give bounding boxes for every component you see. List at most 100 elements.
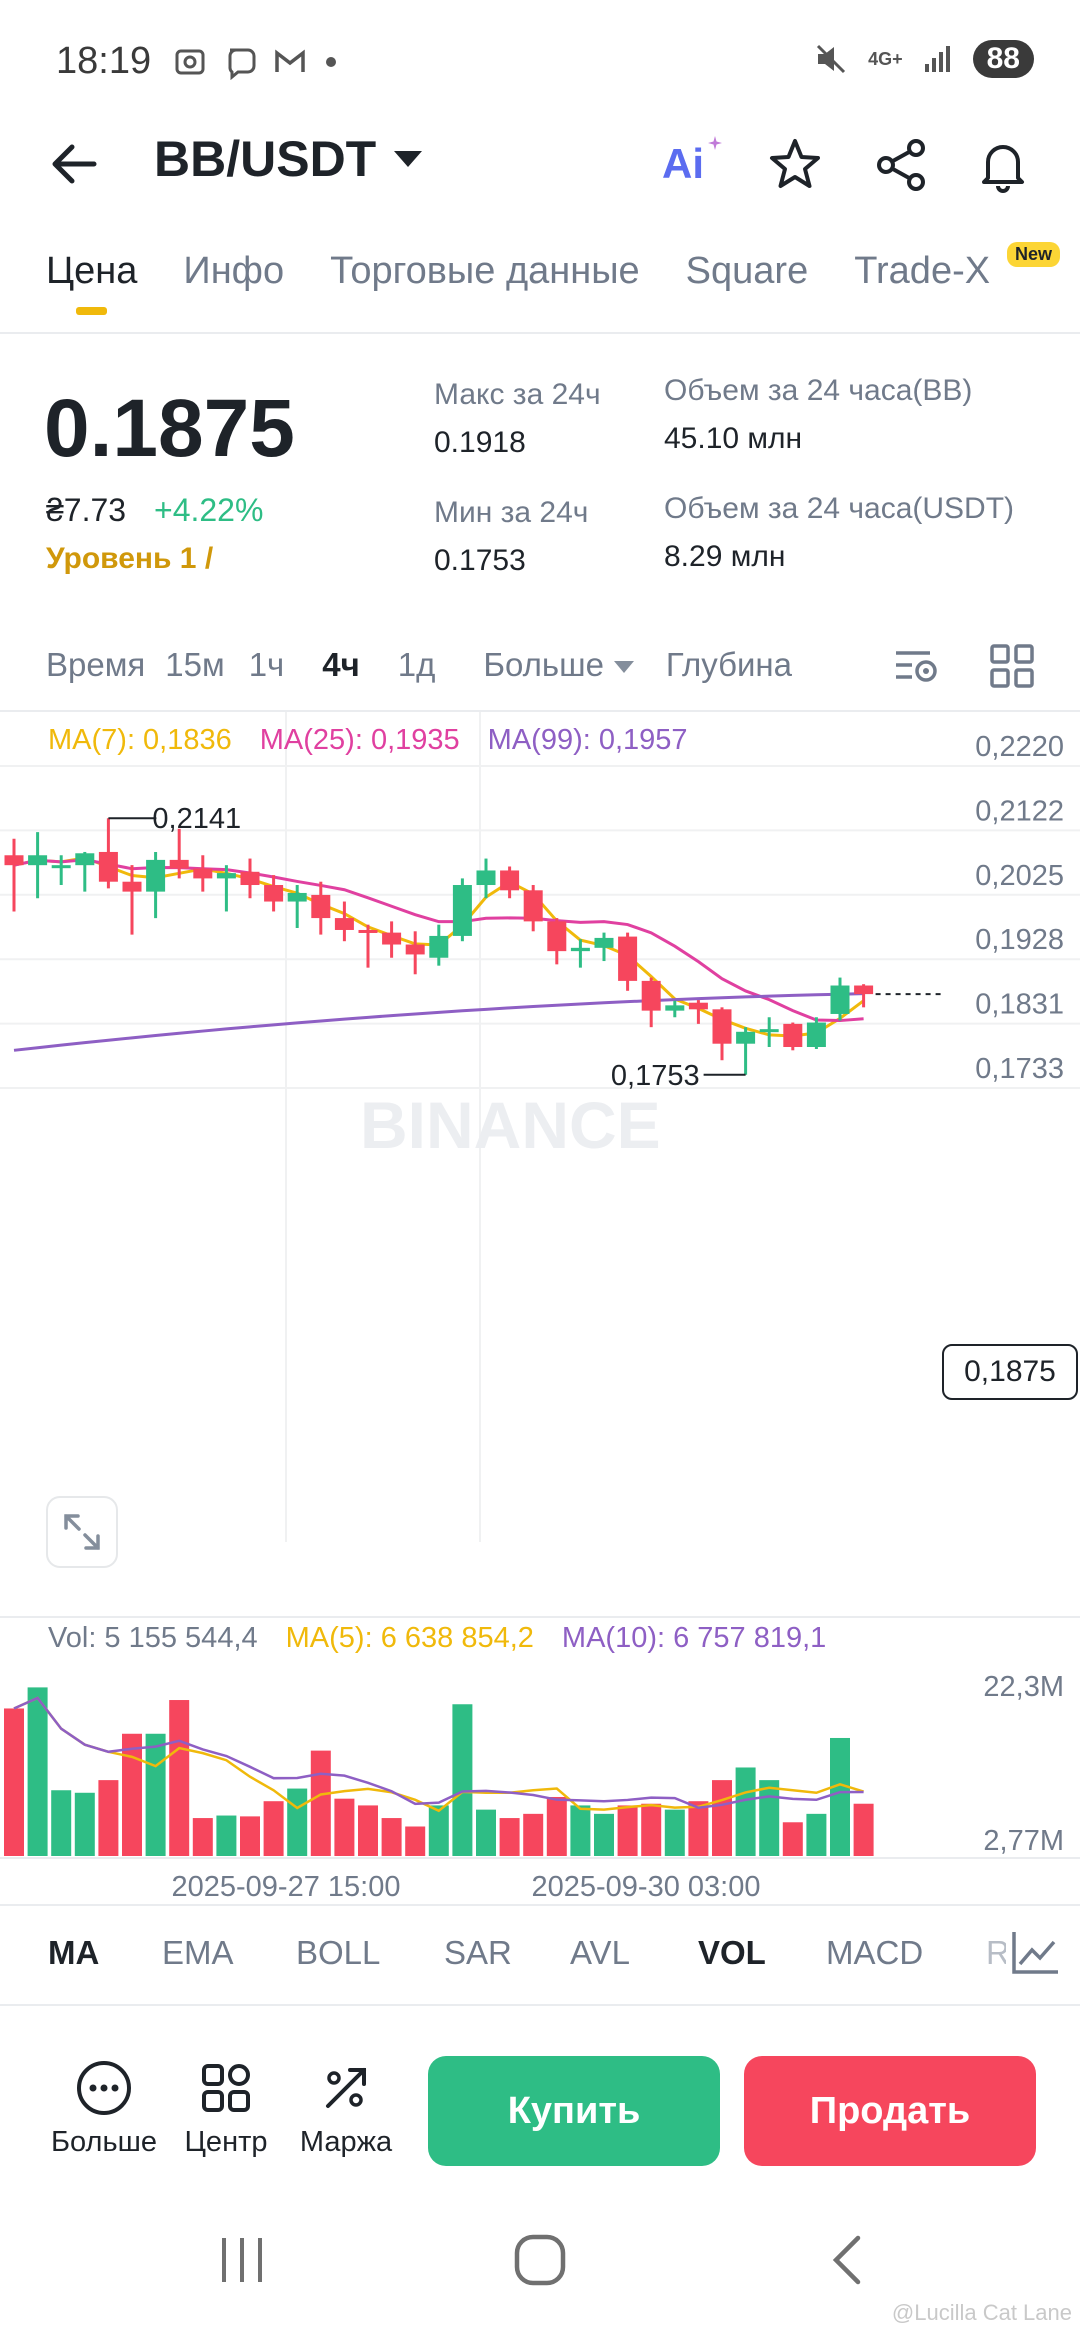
candle-body [334, 918, 354, 930]
divider [0, 332, 1080, 334]
indicator-sar[interactable]: SAR [444, 1934, 512, 1971]
volume-bar [664, 1809, 685, 1856]
indicator-ma[interactable]: MA [48, 1934, 100, 1971]
candle-body [358, 929, 378, 933]
indicator-avl[interactable]: AVL [570, 1934, 630, 1971]
margin-action[interactable]: Маржа [286, 2058, 406, 2159]
viber-icon [228, 48, 256, 80]
interval-bar: Время 15м 1ч 4ч 1д Больше Глубина [46, 646, 792, 684]
interval-more-label: Больше [483, 646, 604, 683]
candle-body [641, 980, 661, 1011]
candle-body [618, 936, 638, 981]
layout-grid-icon[interactable] [986, 640, 1038, 692]
indicator-tabs: MA EMA BOLL SAR AVL VOL MACD R [48, 1934, 1026, 1972]
level-label[interactable]: Уровень 1 / [46, 542, 214, 575]
volume-base-label: Объем за 24 часа(BB) [664, 374, 973, 407]
candle-body [476, 870, 496, 886]
signal-icon [924, 46, 950, 72]
candle-body [169, 859, 189, 869]
last-price: 0.1875 [44, 383, 295, 474]
interval-1d[interactable]: 1д [397, 646, 436, 683]
pair-title: BB/USDT [154, 131, 377, 187]
volume-quote-value: 8.29 млн [664, 540, 786, 573]
tab-trade-x[interactable]: Trade-X [854, 250, 991, 292]
volume-bar [806, 1813, 827, 1856]
expand-icon [64, 1514, 100, 1550]
volume-bar [27, 1687, 48, 1856]
volume-bar [570, 1805, 591, 1856]
interval-time-label[interactable]: Время [46, 646, 146, 683]
more-action[interactable]: Больше [44, 2058, 164, 2159]
price-tick-label: 0,2025 [975, 860, 1064, 892]
indicator-vol[interactable]: VOL [698, 1934, 766, 1971]
vol-legend: Vol: 5 155 544,4 [48, 1622, 258, 1654]
indicator-rsi[interactable]: R [986, 1934, 1010, 1971]
tab-price[interactable]: Цена [46, 250, 138, 315]
candle-body [594, 937, 614, 948]
interval-1h[interactable]: 1ч [248, 646, 285, 683]
volume-bar [381, 1818, 402, 1856]
ma7-legend: MA(7): 0,1836 [48, 724, 232, 756]
candle-body [51, 865, 71, 869]
interval-more[interactable]: Больше [483, 646, 634, 684]
fiat-price: ₴7.73 [46, 492, 127, 528]
chevron-down-icon [394, 151, 423, 167]
volume-bar [499, 1818, 520, 1856]
candle-body [4, 855, 24, 866]
price-tick-label: 0,1733 [975, 1053, 1064, 1085]
dot-icon [326, 57, 336, 67]
chart-watermark: BINANCE [360, 1088, 661, 1162]
mute-icon [817, 44, 846, 74]
indicator-boll[interactable]: BOLL [296, 1934, 381, 1971]
more-dots-icon [77, 2061, 131, 2115]
ma99-legend: MA(99): 0,1957 [487, 724, 688, 756]
divider [0, 710, 1080, 712]
indicator-settings-icon[interactable] [1006, 1924, 1064, 1982]
indicator-macd[interactable]: MACD [826, 1934, 924, 1971]
recent-apps-icon[interactable] [216, 2232, 268, 2288]
candle-body [547, 921, 567, 952]
chart-settings-icon[interactable] [890, 640, 942, 692]
nav-back-icon[interactable] [824, 2232, 868, 2288]
price-tick-label: 0,2220 [975, 731, 1064, 763]
star-icon[interactable] [766, 136, 824, 194]
sell-button[interactable]: Продать [744, 2056, 1036, 2166]
candle-body [523, 890, 543, 922]
price-chart[interactable]: BINANCE 0,22200,21220,20250,19280,18310,… [0, 712, 1080, 1902]
indicator-ema[interactable]: EMA [162, 1934, 234, 1971]
interval-4h[interactable]: 4ч [322, 646, 360, 683]
volume-ma-lines [13, 1696, 864, 1813]
buy-button[interactable]: Купить [428, 2056, 720, 2166]
back-arrow-icon[interactable] [46, 134, 106, 194]
pair-selector[interactable]: BB/USDT [154, 130, 423, 188]
price-change: +4.22% [154, 492, 264, 528]
vol-ma10-line [13, 1696, 864, 1810]
more-action-label: Больше [51, 2126, 157, 2158]
share-icon[interactable] [872, 136, 930, 194]
candle-body [830, 985, 850, 1014]
center-action[interactable]: Центр [166, 2058, 286, 2159]
candle-body [665, 1005, 685, 1011]
volume-bar [122, 1733, 142, 1856]
ai-label: Ai [662, 140, 704, 187]
fullscreen-button[interactable] [46, 1496, 118, 1568]
tab-square[interactable]: Square [685, 250, 809, 292]
chevron-down-icon [613, 661, 634, 674]
candle-body [240, 871, 260, 886]
volume-bar [216, 1815, 237, 1856]
ai-button[interactable]: Ai [662, 136, 722, 196]
depth-tab[interactable]: Глубина [665, 646, 792, 683]
interval-15m[interactable]: 15м [165, 646, 225, 683]
volume-bar [759, 1780, 780, 1856]
tab-trading-data[interactable]: Торговые данные [330, 250, 640, 292]
tab-info[interactable]: Инфо [183, 250, 285, 292]
volume-bar [240, 1816, 260, 1856]
bell-icon[interactable] [974, 136, 1032, 194]
time-axis-label: 2025-09-27 15:00 [172, 1871, 401, 1902]
volume-bar [169, 1700, 190, 1856]
volume-bars [0, 1616, 1080, 1859]
home-icon[interactable] [512, 2232, 568, 2288]
candles [4, 818, 874, 1075]
candle-body [688, 1002, 708, 1010]
volume-bar [310, 1750, 331, 1856]
